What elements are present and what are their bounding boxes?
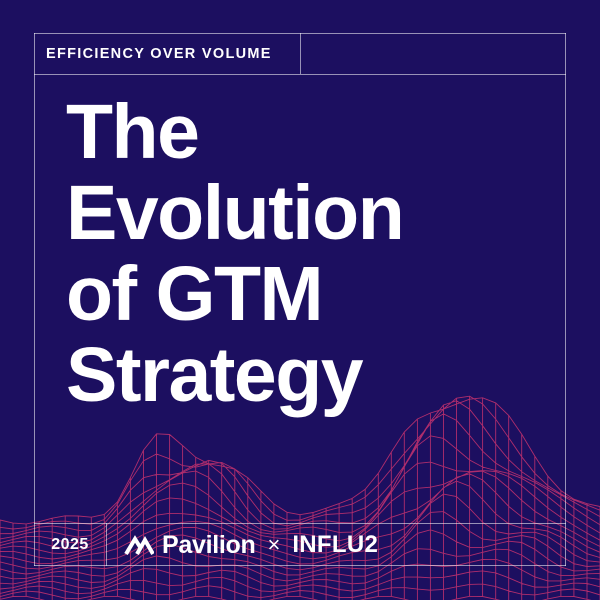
- wireframe-mesh-lines: [0, 395, 600, 600]
- frame-eyebrow-divider: [300, 33, 301, 74]
- year-badge: 2025: [51, 536, 89, 553]
- frame-right-line: [565, 33, 566, 566]
- influ2-wordmark: INFLU2: [292, 531, 379, 558]
- frame-eyebrow-bottom-line: [34, 74, 566, 75]
- eyebrow-label: EFFICIENCY OVER VOLUME: [46, 45, 272, 62]
- pavilion-logo-icon: [124, 535, 154, 556]
- frame-year-divider: [106, 523, 107, 566]
- pavilion-wordmark: Pavilion: [162, 530, 256, 559]
- headline-line-4: Strategy: [66, 332, 364, 418]
- frame-left-line: [34, 33, 35, 566]
- headline-line-2: Evolution: [66, 170, 405, 256]
- partner-separator: ×: [267, 532, 281, 557]
- headline-title: The Evolution of GTM Strategy: [66, 89, 405, 418]
- frame-footer-top-line: [34, 523, 566, 524]
- frame-bottom-line: [34, 565, 566, 566]
- partner-logos: Pavilion × INFLU2: [124, 524, 378, 566]
- headline-line-3: of GTM: [66, 251, 324, 337]
- headline-line-1: The: [66, 89, 200, 175]
